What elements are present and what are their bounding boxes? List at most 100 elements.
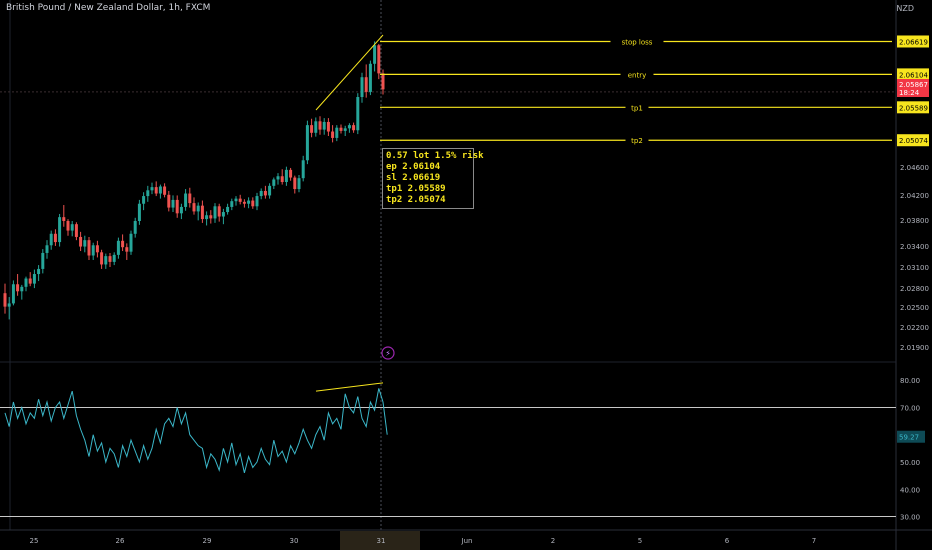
candle-body xyxy=(247,200,251,204)
rsi-value-text: 59.27 xyxy=(899,434,919,442)
candle-body xyxy=(377,45,381,74)
candle-body xyxy=(91,245,95,256)
candle-body xyxy=(276,176,280,180)
candle-body xyxy=(234,198,238,202)
level-label-bg xyxy=(625,135,649,146)
last-price-value: 2.05867 xyxy=(899,81,928,89)
candle-body xyxy=(364,77,368,92)
price-tick-label: 2.02800 xyxy=(900,285,929,293)
candle-body xyxy=(255,196,259,207)
candle-body xyxy=(251,200,255,207)
candle-body xyxy=(200,205,204,220)
lightning-glyph: ⚡ xyxy=(385,349,391,358)
candle-body xyxy=(192,203,196,212)
rsi-series-line xyxy=(4,388,388,474)
candle-body xyxy=(45,245,49,253)
candle-body xyxy=(125,247,129,252)
candle-body xyxy=(326,121,330,132)
rsi-tick-label: 40.00 xyxy=(900,486,920,494)
time-tick-label: 31 xyxy=(377,537,386,545)
level-price-text: 2.06619 xyxy=(899,38,928,46)
candle-body xyxy=(352,125,356,131)
price-tick-label: 2.03800 xyxy=(900,217,929,225)
candle-body xyxy=(280,176,284,183)
candle-body xyxy=(297,178,301,190)
candle-body xyxy=(146,190,150,197)
candle-body xyxy=(16,284,20,292)
candle-body xyxy=(112,254,116,262)
price-tick-label: 2.04200 xyxy=(900,192,929,200)
lightning-icon xyxy=(381,346,395,360)
candle-body xyxy=(104,256,108,265)
candle-body xyxy=(205,215,209,220)
candle-body xyxy=(184,193,188,207)
candle-body xyxy=(259,190,263,197)
candle-body xyxy=(314,121,318,133)
candle-body xyxy=(7,303,11,307)
candle-body xyxy=(20,286,24,292)
currency-label: NZD xyxy=(896,4,914,13)
rsi-tick-label: 80.00 xyxy=(900,377,920,385)
candle-body xyxy=(70,224,74,231)
rsi-value-tag xyxy=(897,430,925,443)
candle-body xyxy=(79,236,83,247)
candle-body xyxy=(226,206,230,213)
candle-body xyxy=(41,252,45,269)
time-tick-label: 30 xyxy=(290,537,299,545)
level-price-text: 2.05074 xyxy=(899,137,928,145)
chart-title: British Pound / New Zealand Dollar, 1h, … xyxy=(6,3,211,13)
candle-body xyxy=(87,240,91,256)
candle-body xyxy=(133,220,137,234)
time-tick-label: 6 xyxy=(725,537,730,545)
candle-body xyxy=(163,186,167,195)
candle-body xyxy=(188,193,192,204)
candle-body xyxy=(360,77,364,98)
level-label: tp2 xyxy=(631,137,643,145)
candle-body xyxy=(154,187,158,194)
candle-body xyxy=(58,217,62,243)
rsi-tick-label: 50.00 xyxy=(900,459,920,467)
candle-body xyxy=(284,169,288,183)
candle-body xyxy=(62,217,66,221)
candle-body xyxy=(66,220,70,231)
rsi-trendline xyxy=(315,382,384,392)
time-tick-label: 29 xyxy=(203,537,212,545)
candle-body xyxy=(305,125,309,161)
last-price-countdown: 18:24 xyxy=(899,89,920,97)
level-price-tag xyxy=(897,68,929,81)
candle-body xyxy=(331,131,335,138)
candle-body xyxy=(32,274,36,284)
level-label: stop loss xyxy=(622,38,653,46)
candle-body xyxy=(322,121,326,130)
candle-body xyxy=(310,125,314,133)
candle-body xyxy=(263,190,267,196)
candle-body xyxy=(347,125,351,129)
level-label: entry xyxy=(628,71,647,79)
candle-body xyxy=(238,198,242,202)
candle-body xyxy=(11,284,15,304)
time-tick-label: 2 xyxy=(551,537,555,545)
info-line: tp2 2.05074 xyxy=(386,195,446,205)
candle-body xyxy=(116,240,120,255)
level-label-bg xyxy=(620,69,654,80)
time-tick-label: 26 xyxy=(116,537,125,545)
candle-body xyxy=(74,224,78,237)
candle-body xyxy=(3,293,7,307)
candle-body xyxy=(339,127,343,131)
level-price-text: 2.06104 xyxy=(899,71,928,79)
candle-body xyxy=(83,240,87,247)
candle-body xyxy=(301,160,305,179)
last-price-tag xyxy=(897,79,929,97)
candle-body xyxy=(335,127,339,138)
level-label-bg xyxy=(625,102,649,113)
level-label: tp1 xyxy=(631,104,643,112)
candle-body xyxy=(221,212,225,217)
candle-body xyxy=(217,206,221,217)
candle-body xyxy=(167,194,171,208)
candle-body xyxy=(158,186,162,194)
candle-body xyxy=(24,278,28,287)
candle-body xyxy=(268,185,272,196)
trade-info-box[interactable]: 0.57 lot 1.5% risk ep 2.06104 sl 2.06619… xyxy=(382,148,484,209)
